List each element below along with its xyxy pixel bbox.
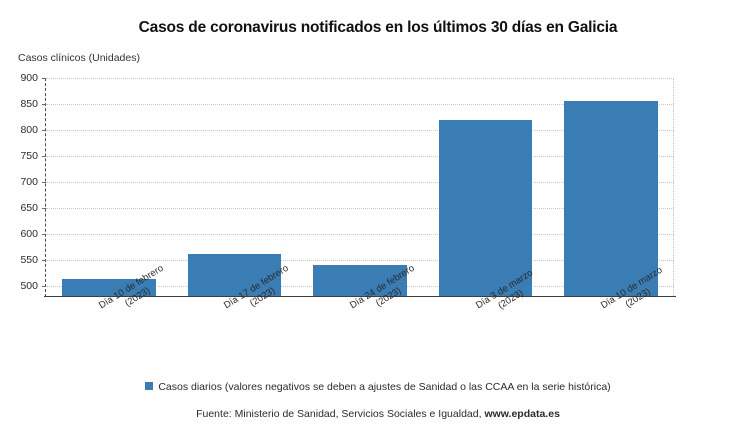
legend-label-casos-diarios: Casos diarios (valores negativos se debe… <box>158 381 611 393</box>
gridline <box>46 78 674 79</box>
bar[interactable] <box>62 279 156 296</box>
bar[interactable] <box>187 253 282 296</box>
x-axis-line <box>44 296 676 297</box>
y-axis-label: Casos clínicos (Unidades) <box>18 52 140 64</box>
y-axis-tick-label: 900 <box>20 72 38 84</box>
y-axis-tick-label: 750 <box>20 149 38 162</box>
bar[interactable] <box>438 120 533 296</box>
chart-title: Casos de coronavirus notificados en los … <box>138 19 618 36</box>
bar[interactable] <box>313 264 407 296</box>
source-text: Fuente: Ministerio de Sanidad, Servicios… <box>196 408 482 420</box>
y-axis-tick <box>42 78 46 79</box>
gridline <box>46 103 674 105</box>
y-axis-tick-label: 650 <box>20 201 38 214</box>
gridline <box>46 129 674 131</box>
y-axis-tick-label: 600 <box>20 227 38 240</box>
y-axis-tick <box>42 233 46 235</box>
bar[interactable] <box>564 100 658 296</box>
y-axis-tick <box>42 181 46 183</box>
y-axis-line <box>45 78 46 297</box>
gridline <box>46 155 674 157</box>
y-axis-tick <box>42 285 46 287</box>
y-axis-tick-label: 550 <box>20 253 38 266</box>
y-axis-tick-label: 700 <box>20 175 38 188</box>
source-link[interactable]: www.epdata.es <box>484 408 560 420</box>
legend-swatch-casos-diarios <box>145 382 154 390</box>
gridline <box>46 259 674 261</box>
gridline <box>46 233 674 235</box>
source-note: Fuente: Ministerio de Sanidad, Servicios… <box>0 408 756 420</box>
y-axis-tick <box>42 129 46 131</box>
gridline <box>46 181 674 183</box>
y-axis-tick <box>42 207 46 209</box>
y-axis-tick-label: 850 <box>20 97 38 110</box>
plot-area: 500 550 600 650 700 750 800 850 900 Día 10 de feb… <box>20 72 676 312</box>
y-axis-tick-label: 800 <box>20 123 38 136</box>
plot-right-border <box>673 78 674 296</box>
chart-legend: Casos diarios (valores negativos se debe… <box>0 381 756 393</box>
y-axis-tick-label: 500 <box>20 279 38 292</box>
y-axis-tick <box>42 155 46 157</box>
y-axis-tick <box>42 103 46 105</box>
gridline <box>46 207 674 209</box>
y-axis-tick <box>42 259 46 261</box>
